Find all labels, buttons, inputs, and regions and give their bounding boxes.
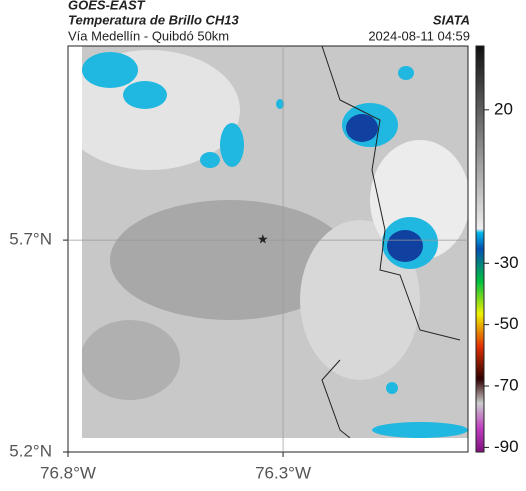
satellite-image <box>82 46 468 438</box>
colorbar-tick-label: -90 <box>494 437 519 456</box>
lon-tick-label: 76.8°W <box>40 463 96 482</box>
colorbar-tick-label: -30 <box>494 253 519 272</box>
source: SIATA <box>433 12 470 27</box>
route: Vía Medellín - Quibdó 50km <box>68 28 229 43</box>
satellite: GOES-EAST <box>68 0 146 12</box>
lat-tick-label: 5.7°N <box>9 230 52 249</box>
product: Temperatura de Brillo CH13 <box>68 12 240 27</box>
lat-tick-label: 5.2°N <box>9 441 52 460</box>
colorbar-tick-label: 20 <box>494 99 513 118</box>
timestamp: 2024-08-11 04:59 <box>368 28 470 43</box>
map-frame <box>67 45 469 453</box>
lon-tick-label: 76.3°W <box>255 463 311 482</box>
colorbar-tick-label: -70 <box>494 376 519 395</box>
location-marker: ★ <box>257 232 269 247</box>
colorbar <box>475 45 485 453</box>
colorbar-tick-label: -50 <box>494 314 519 333</box>
